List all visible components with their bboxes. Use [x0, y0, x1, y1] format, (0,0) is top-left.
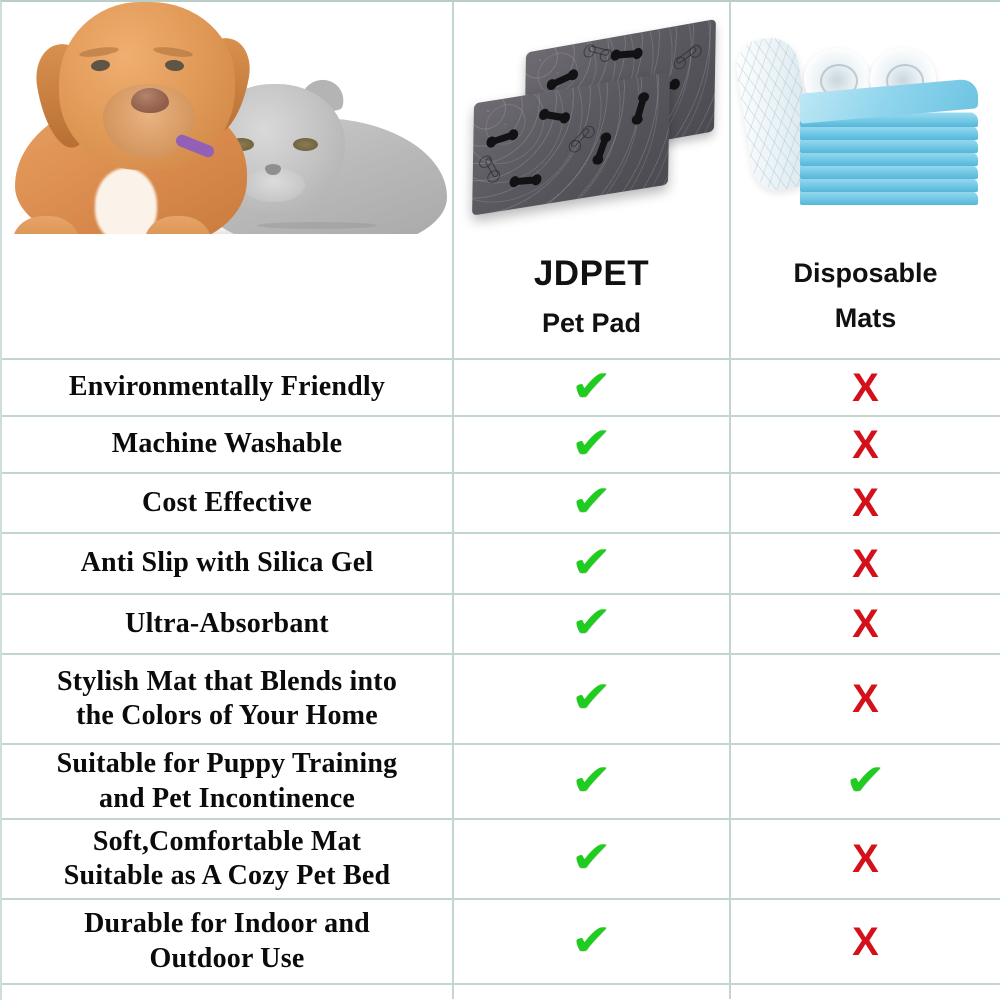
check-icon: ✔ [570, 673, 613, 722]
jdpet-mark-cell: ✔ [454, 534, 731, 593]
table-row: Suitable for Puppy Training and Pet Inco… [2, 745, 1000, 820]
header-cell-jdpet: JDPET Pet Pad [454, 2, 731, 358]
feature-cell: Durable for Indoor and Outdoor Use [2, 900, 454, 983]
feature-label: Soft,Comfortable Mat Suitable as A Cozy … [63, 825, 391, 891]
dog-and-cat-photo [7, 2, 447, 234]
jdpet-mark-cell: ✔ [454, 474, 731, 532]
table-row: Durable for Indoor and Outdoor Use ✔ X [2, 900, 1000, 985]
table-row: Cost Effective ✔ X [2, 474, 1000, 534]
rival-mark-cell: X [731, 595, 1000, 653]
disposable-mats-photo-frame [731, 2, 1000, 234]
feature-label: Suitable for Puppy Training and Pet Inco… [56, 748, 398, 814]
cross-icon: X [852, 365, 879, 410]
table-row: Stylish Mat that Blends into the Colors … [2, 655, 1000, 745]
rival-brand-subtitle: Mats [834, 303, 897, 333]
disposable-mats-photo [731, 18, 990, 218]
jdpet-mark-cell: ✔ [454, 655, 731, 743]
check-icon: ✔ [570, 361, 613, 411]
feature-label: Cost Effective [142, 486, 312, 518]
jdpet-brand-name: JDPET [533, 253, 650, 293]
jdpet-pet-pad-photo [461, 14, 723, 222]
feature-label: Durable for Indoor and Outdoor Use [84, 908, 370, 974]
table-row-partial [2, 985, 1000, 999]
header-cell-pets-photo [2, 2, 454, 358]
check-icon: ✔ [570, 537, 613, 587]
rival-mark-cell: X [731, 417, 1000, 472]
rival-brand-name: Disposable [793, 258, 938, 288]
rival-mark-cell: X [731, 534, 1000, 593]
cross-icon: X [852, 541, 879, 586]
rival-mark-cell [731, 985, 1000, 999]
table-header-row: JDPET Pet Pad [2, 2, 1000, 360]
table-row: Machine Washable ✔ X [2, 417, 1000, 474]
feature-cell [2, 985, 454, 999]
rival-mark-cell: X [731, 900, 1000, 983]
header-cell-disposable-mats: Disposable Mats [731, 2, 1000, 358]
table-row: Environmentally Friendly ✔ X [2, 360, 1000, 417]
jdpet-mark-cell: ✔ [454, 900, 731, 983]
rival-header-labels: Disposable Mats [731, 234, 1000, 358]
jdpet-mark-cell [454, 985, 731, 999]
pets-photo-frame [2, 2, 452, 234]
cross-icon: X [852, 677, 879, 721]
feature-label: Machine Washable [111, 428, 343, 460]
cross-icon: X [852, 837, 879, 881]
cross-icon: X [852, 422, 879, 467]
table-row: Ultra-Absorbant ✔ X [2, 595, 1000, 655]
feature-cell: Cost Effective [2, 474, 454, 532]
feature-cell: Machine Washable [2, 417, 454, 472]
table-row: Anti Slip with Silica Gel ✔ X [2, 534, 1000, 595]
jdpet-mark-cell: ✔ [454, 417, 731, 472]
jdpet-photo-frame [454, 2, 729, 234]
rival-mark-cell: X [731, 474, 1000, 532]
feature-cell: Ultra-Absorbant [2, 595, 454, 653]
jdpet-mark-cell: ✔ [454, 745, 731, 818]
check-icon: ✔ [570, 418, 613, 468]
check-icon: ✔ [570, 477, 613, 526]
feature-label: Stylish Mat that Blends into the Colors … [56, 665, 398, 731]
check-icon: ✔ [570, 915, 613, 965]
check-icon: ✔ [570, 598, 613, 647]
feature-cell: Environmentally Friendly [2, 360, 454, 415]
check-icon: ✔ [570, 755, 613, 805]
check-icon: ✔ [570, 833, 613, 882]
jdpet-mark-cell: ✔ [454, 595, 731, 653]
feature-cell: Soft,Comfortable Mat Suitable as A Cozy … [2, 820, 454, 898]
cross-icon: X [852, 602, 879, 646]
rival-mark-cell: ✔ [731, 745, 1000, 818]
feature-label: Ultra-Absorbant [125, 607, 329, 639]
check-icon: ✔ [844, 755, 887, 805]
jdpet-mark-cell: ✔ [454, 820, 731, 898]
rival-mark-cell: X [731, 655, 1000, 743]
table-row: Soft,Comfortable Mat Suitable as A Cozy … [2, 820, 1000, 900]
jdpet-brand-subtitle: Pet Pad [541, 307, 642, 338]
feature-cell: Anti Slip with Silica Gel [2, 534, 454, 593]
rival-mark-cell: X [731, 820, 1000, 898]
cross-icon: X [852, 481, 879, 525]
jdpet-header-labels: JDPET Pet Pad [454, 234, 729, 358]
feature-label: Anti Slip with Silica Gel [80, 547, 374, 579]
jdpet-mark-cell: ✔ [454, 360, 731, 415]
rival-mark-cell: X [731, 360, 1000, 415]
cross-icon: X [852, 919, 879, 964]
feature-cell: Stylish Mat that Blends into the Colors … [2, 655, 454, 743]
feature-label: Environmentally Friendly [68, 371, 386, 403]
feature-cell: Suitable for Puppy Training and Pet Inco… [2, 745, 454, 818]
